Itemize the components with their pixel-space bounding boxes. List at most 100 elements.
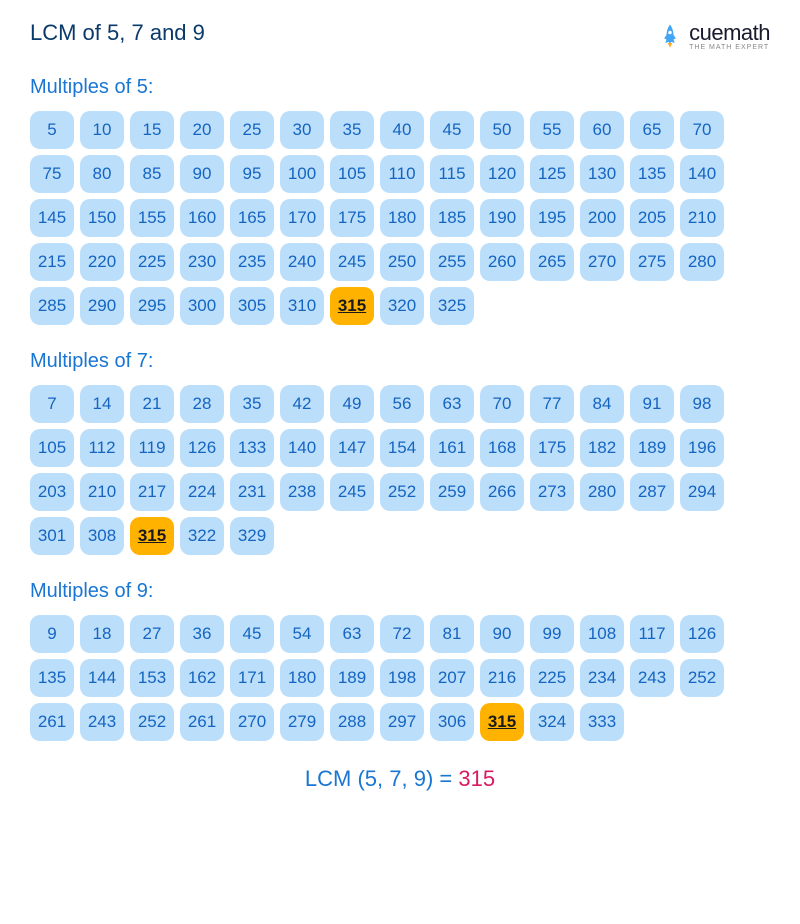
multiple-chip: 245 (330, 243, 374, 281)
multiple-chip: 165 (230, 199, 274, 237)
multiple-chip: 180 (380, 199, 424, 237)
multiple-chip: 322 (180, 517, 224, 555)
logo: cuemath THE MATH EXPERT (656, 20, 770, 51)
multiple-chip: 115 (430, 155, 474, 193)
chips-row: 9182736455463728190991081171261351441531… (30, 615, 770, 741)
multiple-chip: 90 (180, 155, 224, 193)
multiple-chip: 160 (180, 199, 224, 237)
page-title: LCM of 5, 7 and 9 (30, 20, 205, 46)
footer-label: LCM (5, 7, 9) (305, 766, 433, 791)
multiple-chip: 243 (80, 703, 124, 741)
footer-answer: 315 (458, 766, 495, 791)
multiple-chip: 110 (380, 155, 424, 193)
multiple-chip: 147 (330, 429, 374, 467)
multiple-chip: 70 (680, 111, 724, 149)
multiple-chip: 285 (30, 287, 74, 325)
multiple-chip: 105 (30, 429, 74, 467)
multiple-chip: 140 (680, 155, 724, 193)
multiple-chip: 240 (280, 243, 324, 281)
chips-row: 7142128354249566370778491981051121191261… (30, 385, 770, 555)
multiple-chip: 5 (30, 111, 74, 149)
multiple-chip: 7 (30, 385, 74, 423)
multiple-chip: 84 (580, 385, 624, 423)
multiple-chip: 279 (280, 703, 324, 741)
footer-result: LCM (5, 7, 9) = 315 (30, 766, 770, 792)
multiple-chip: 95 (230, 155, 274, 193)
multiple-chip: 175 (530, 429, 574, 467)
multiple-chip: 45 (430, 111, 474, 149)
multiple-chip: 261 (30, 703, 74, 741)
multiples-section: Multiples of 5:5101520253035404550556065… (30, 76, 770, 325)
multiple-chip: 216 (480, 659, 524, 697)
footer-eq: = (433, 766, 458, 791)
multiple-chip: 182 (580, 429, 624, 467)
multiples-section: Multiples of 9:9182736455463728190991081… (30, 580, 770, 741)
multiple-chip: 294 (680, 473, 724, 511)
multiple-chip: 270 (580, 243, 624, 281)
multiple-chip: 14 (80, 385, 124, 423)
multiple-chip: 49 (330, 385, 374, 423)
multiple-chip: 135 (30, 659, 74, 697)
multiple-chip: 77 (530, 385, 574, 423)
multiple-chip: 126 (680, 615, 724, 653)
multiple-chip: 235 (230, 243, 274, 281)
multiple-chip: 65 (630, 111, 674, 149)
multiple-chip: 207 (430, 659, 474, 697)
multiple-chip: 20 (180, 111, 224, 149)
multiple-chip: 21 (130, 385, 174, 423)
multiple-chip: 45 (230, 615, 274, 653)
multiple-chip: 300 (180, 287, 224, 325)
multiple-chip: 220 (80, 243, 124, 281)
multiple-chip: 36 (180, 615, 224, 653)
multiple-chip: 98 (680, 385, 724, 423)
multiple-chip: 72 (380, 615, 424, 653)
multiple-chip: 42 (280, 385, 324, 423)
multiple-chip: 15 (130, 111, 174, 149)
multiple-chip-highlight: 315 (130, 517, 174, 555)
multiple-chip: 162 (180, 659, 224, 697)
section-label: Multiples of 7: (30, 350, 770, 373)
multiple-chip: 273 (530, 473, 574, 511)
rocket-icon (656, 22, 684, 50)
multiple-chip: 306 (430, 703, 474, 741)
multiple-chip-highlight: 315 (480, 703, 524, 741)
multiple-chip: 60 (580, 111, 624, 149)
multiple-chip: 126 (180, 429, 224, 467)
multiple-chip: 231 (230, 473, 274, 511)
section-label: Multiples of 9: (30, 580, 770, 603)
multiple-chip: 171 (230, 659, 274, 697)
multiple-chip: 130 (580, 155, 624, 193)
multiple-chip: 40 (380, 111, 424, 149)
chips-row: 5101520253035404550556065707580859095100… (30, 111, 770, 325)
multiple-chip: 297 (380, 703, 424, 741)
logo-text-wrap: cuemath THE MATH EXPERT (689, 20, 770, 51)
multiple-chip: 18 (80, 615, 124, 653)
multiple-chip: 35 (330, 111, 374, 149)
multiple-chip: 238 (280, 473, 324, 511)
multiple-chip: 225 (130, 243, 174, 281)
multiple-chip: 230 (180, 243, 224, 281)
multiple-chip: 270 (230, 703, 274, 741)
multiple-chip: 108 (580, 615, 624, 653)
multiple-chip: 215 (30, 243, 74, 281)
multiple-chip: 30 (280, 111, 324, 149)
multiple-chip: 195 (530, 199, 574, 237)
multiple-chip: 70 (480, 385, 524, 423)
multiple-chip: 105 (330, 155, 374, 193)
section-label: Multiples of 5: (30, 76, 770, 99)
multiple-chip: 266 (480, 473, 524, 511)
multiple-chip: 224 (180, 473, 224, 511)
multiple-chip: 80 (80, 155, 124, 193)
multiple-chip: 252 (130, 703, 174, 741)
multiple-chip: 324 (530, 703, 574, 741)
multiple-chip: 54 (280, 615, 324, 653)
multiple-chip: 25 (230, 111, 274, 149)
multiple-chip: 189 (330, 659, 374, 697)
multiple-chip: 210 (680, 199, 724, 237)
multiple-chip: 333 (580, 703, 624, 741)
multiple-chip: 260 (480, 243, 524, 281)
multiple-chip: 234 (580, 659, 624, 697)
multiple-chip: 203 (30, 473, 74, 511)
multiple-chip: 245 (330, 473, 374, 511)
multiple-chip: 175 (330, 199, 374, 237)
